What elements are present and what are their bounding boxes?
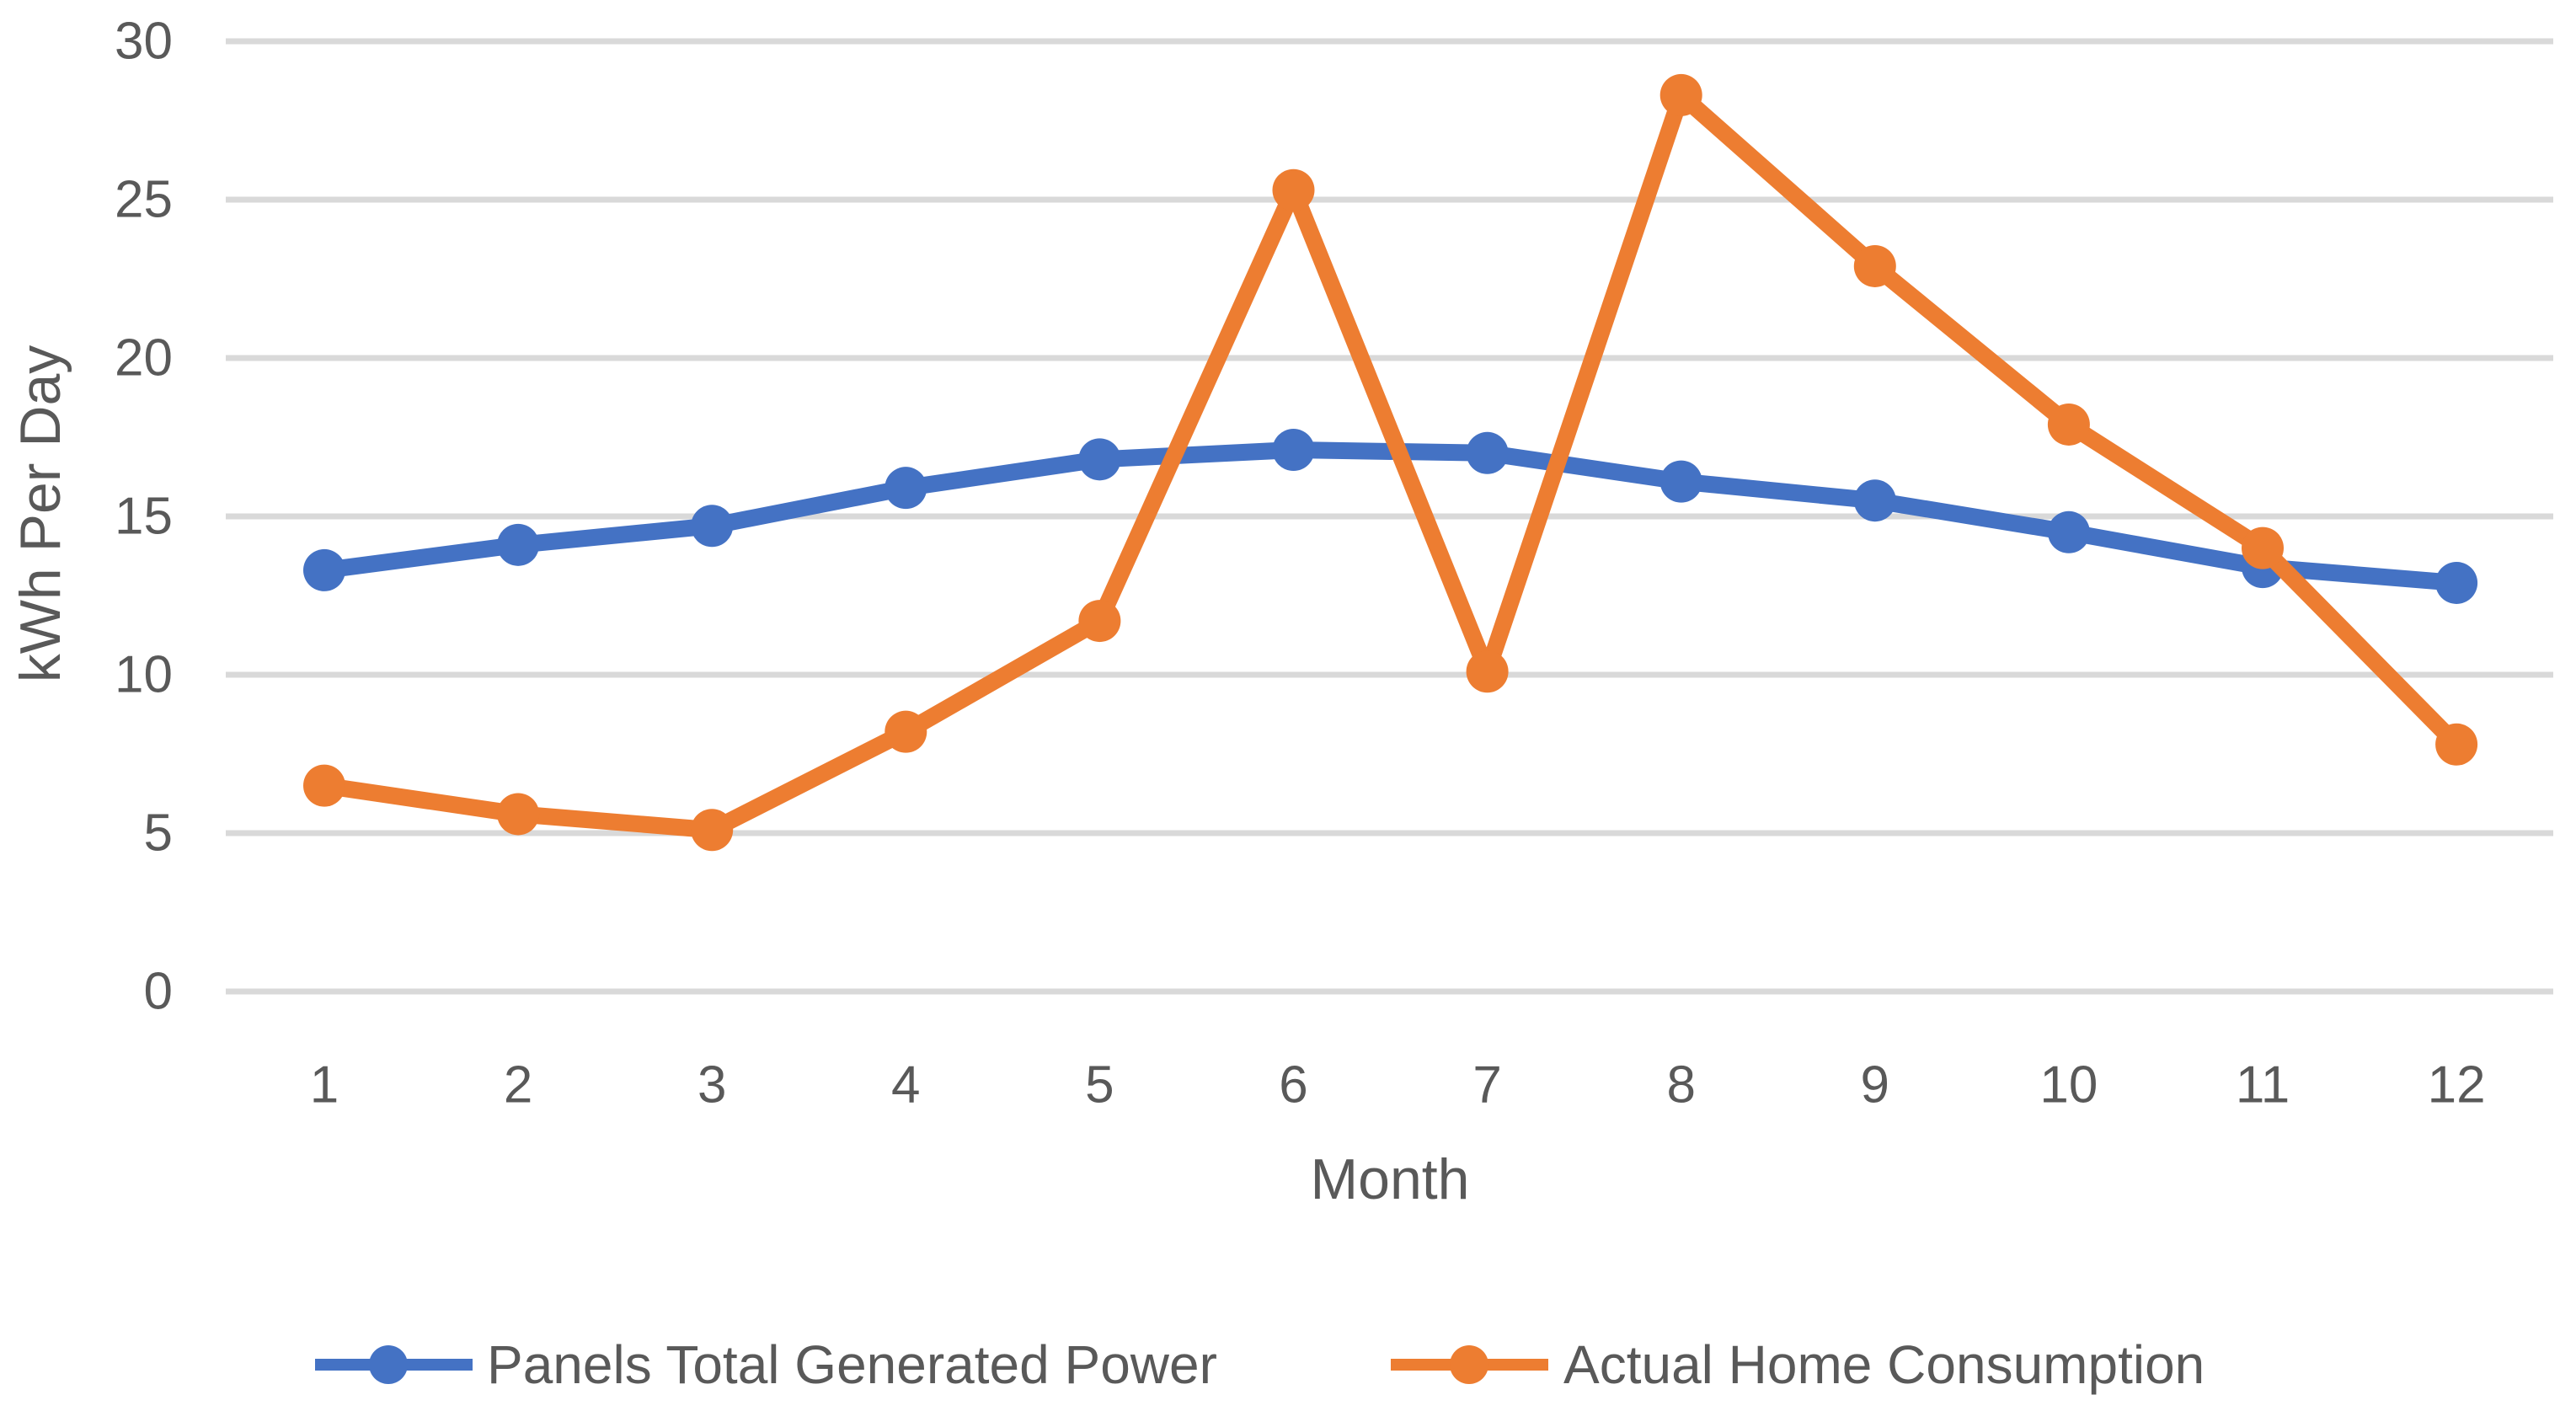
- y-tick-label: 25: [115, 171, 173, 229]
- data-point-series-1-month-1: [303, 764, 345, 807]
- data-point-series-0-month-2: [497, 523, 540, 566]
- data-point-series-0-month-7: [1466, 431, 1509, 474]
- x-tick-label: 9: [1861, 1056, 1889, 1114]
- data-point-series-1-month-2: [497, 793, 540, 836]
- x-tick-label: 6: [1279, 1056, 1307, 1114]
- data-point-series-1-month-8: [1659, 73, 1702, 116]
- x-axis-tick-labels: 1 2 3 4 5 6 7 8 9 10 11 12: [310, 1056, 2486, 1114]
- x-tick-label: 12: [2428, 1056, 2486, 1114]
- data-point-series-0-month-3: [691, 505, 734, 548]
- y-tick-label: 0: [144, 963, 173, 1021]
- data-point-series-1-month-4: [884, 710, 927, 753]
- data-point-series-1-month-9: [1853, 244, 1896, 287]
- x-tick-label: 5: [1085, 1056, 1114, 1114]
- data-point-series-1-month-5: [1078, 600, 1121, 643]
- y-tick-label: 10: [115, 646, 173, 704]
- data-point-series-0-month-6: [1272, 429, 1315, 472]
- data-point-series-0-month-4: [884, 467, 927, 510]
- series-line-1: [316, 86, 2466, 839]
- y-tick-label: 15: [115, 488, 173, 546]
- x-tick-label: 10: [2039, 1056, 2098, 1114]
- legend-marker-icon-blue: [369, 1345, 408, 1384]
- data-point-series-0-month-1: [303, 548, 345, 591]
- x-tick-label: 11: [2236, 1056, 2290, 1114]
- x-tick-label: 8: [1666, 1056, 1695, 1114]
- legend-item-actual-home-consumption: Actual Home Consumption: [1391, 1334, 2205, 1395]
- data-point-series-1-month-3: [691, 809, 734, 852]
- data-point-series-0-month-9: [1853, 479, 1896, 522]
- x-tick-label: 7: [1472, 1056, 1501, 1114]
- x-tick-label: 4: [891, 1056, 920, 1114]
- legend-label-panels-total-generated-power: Panels Total Generated Power: [487, 1334, 1217, 1395]
- series-layer: [303, 73, 2478, 852]
- y-tick-label: 20: [115, 329, 173, 387]
- legend-item-panels-total-generated-power: Panels Total Generated Power: [315, 1334, 1217, 1395]
- y-axis-title: kWh Per Day: [8, 345, 72, 683]
- data-point-series-0-month-8: [1659, 460, 1702, 503]
- data-point-series-0-month-5: [1078, 438, 1121, 481]
- gridlines: [226, 38, 2553, 995]
- data-point-series-1-month-10: [2047, 403, 2090, 446]
- x-axis-title: Month: [1311, 1147, 1470, 1211]
- x-tick-label: 2: [504, 1056, 532, 1114]
- legend-marker-icon-orange: [1450, 1345, 1488, 1384]
- data-point-series-0-month-12: [2435, 561, 2478, 604]
- y-tick-label: 5: [144, 804, 173, 863]
- y-tick-label: 30: [115, 13, 173, 71]
- data-point-series-1-month-7: [1466, 650, 1509, 693]
- x-tick-label: 3: [697, 1056, 726, 1114]
- legend: Panels Total Generated Power Actual Home…: [315, 1334, 2205, 1395]
- y-axis-tick-labels: 0 5 10 15 20 25 30: [115, 13, 173, 1021]
- data-point-series-0-month-10: [2047, 510, 2090, 553]
- data-point-series-1-month-12: [2435, 723, 2478, 766]
- data-point-series-1-month-11: [2242, 526, 2284, 569]
- data-point-series-1-month-6: [1272, 168, 1315, 211]
- x-tick-label: 1: [310, 1056, 339, 1114]
- legend-label-actual-home-consumption: Actual Home Consumption: [1563, 1334, 2205, 1395]
